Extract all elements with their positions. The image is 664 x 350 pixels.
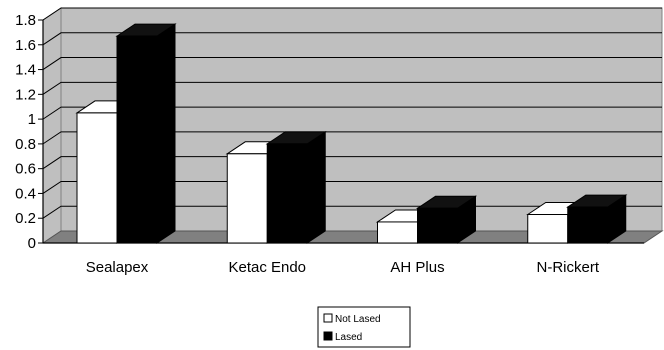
legend-swatch: [323, 313, 333, 323]
x-axis-labels: Sealapex Ketac Endo AH Plus N-Rickert: [86, 259, 600, 276]
gridline: [42, 7, 662, 21]
y-tick-label: 0.8: [15, 136, 36, 153]
gridline: [42, 106, 662, 120]
gridlines: [42, 7, 662, 219]
bars: [75, 23, 628, 244]
y-tick-label: 1.2: [15, 86, 36, 103]
gridline: [42, 81, 662, 95]
y-axis-ticks: 0 0.2 0.4 0.6 0.8 1 1.2 1.4 1.6 1.8: [15, 12, 43, 252]
y-tick-label: 1.6: [15, 37, 36, 54]
gridline: [42, 57, 662, 70]
legend: Not Lased Lased: [317, 306, 411, 348]
x-category-label: Ketac Endo: [228, 259, 306, 276]
legend-box: [317, 306, 411, 348]
x-category-label: Sealapex: [86, 259, 149, 276]
gridline: [42, 131, 662, 145]
gridline: [42, 180, 662, 194]
bar: [566, 194, 628, 244]
bar-front: [266, 143, 308, 244]
y-tick-label: 1.4: [15, 62, 36, 79]
legend-label: Lased: [335, 332, 362, 343]
bar-front: [377, 221, 418, 244]
bar-front: [527, 214, 569, 244]
bar-front: [567, 206, 609, 244]
y-tick-label: 0.2: [15, 210, 36, 227]
y-tick-label: 1.8: [15, 12, 36, 29]
bar: [265, 130, 327, 244]
y-tick-label: 0.6: [15, 161, 36, 178]
bar-front: [226, 153, 268, 244]
legend-swatch: [323, 331, 333, 341]
y-tick-label: 0: [28, 235, 36, 252]
x-category-label: N-Rickert: [537, 259, 600, 276]
bar: [115, 23, 177, 244]
bar-front: [116, 35, 158, 244]
gridline: [42, 32, 662, 46]
bar-front: [76, 112, 118, 244]
y-tick-label: 1: [28, 111, 36, 128]
bar-front: [417, 207, 458, 244]
x-category-label: AH Plus: [390, 259, 444, 276]
bar-side: [306, 130, 326, 244]
y-tick-label: 0.4: [15, 185, 36, 202]
legend-label: Not Lased: [335, 314, 381, 325]
bar-side: [156, 23, 176, 244]
gridline: [42, 156, 662, 170]
bar: [415, 195, 478, 244]
